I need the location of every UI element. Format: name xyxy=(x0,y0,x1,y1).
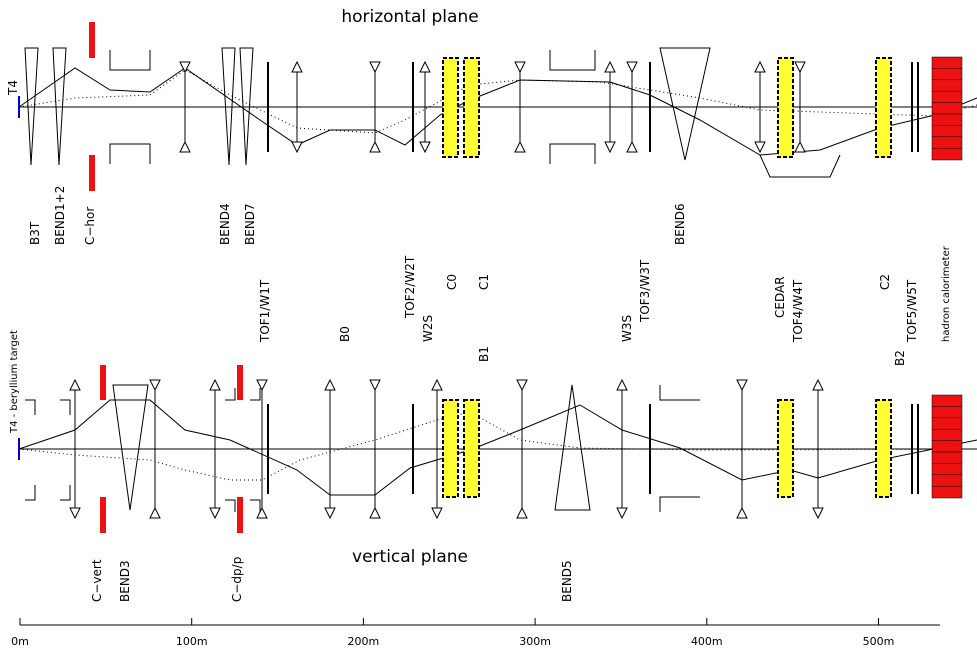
quad-head xyxy=(736,506,748,519)
quad-head xyxy=(369,379,381,392)
element-label: CEDAR xyxy=(773,276,787,318)
element-label: TOF3/W3T xyxy=(638,259,652,323)
quad-head xyxy=(794,61,806,74)
element-label: C2 xyxy=(878,274,892,290)
element-label: hadron calorimeter xyxy=(941,245,952,342)
element-label: W2S xyxy=(421,315,435,342)
labels: T4 B3T BEND1+2 C−hor BEND4 BEND7 BEND6 TOF1/W1T… xyxy=(6,80,952,602)
quad-head xyxy=(209,507,221,520)
quad-head xyxy=(69,507,81,520)
scale-label: 300m xyxy=(519,635,551,648)
element-label: C−vert xyxy=(90,559,104,602)
quad-head xyxy=(514,140,526,153)
quad-head xyxy=(369,506,381,519)
scale-label: 0m xyxy=(11,635,29,648)
quad-head xyxy=(812,378,824,391)
element-label: BEND4 xyxy=(218,203,232,245)
quad-head xyxy=(149,506,161,519)
element-label: B0 xyxy=(338,326,352,342)
quad-head xyxy=(369,61,381,74)
element-label: T4 - beryllium target xyxy=(9,330,20,434)
scale-label: 200m xyxy=(348,635,380,648)
element-label: C−dp/p xyxy=(230,557,244,602)
element-label: TOF1/W1T xyxy=(258,279,272,343)
quad-head xyxy=(369,140,381,153)
element-label: C1 xyxy=(477,274,491,290)
element-label: B1 xyxy=(477,346,491,362)
quad-head xyxy=(419,60,431,73)
trajectories xyxy=(18,67,977,496)
title-vertical: vertical plane xyxy=(352,547,468,567)
quad-head xyxy=(516,379,528,392)
quad-head xyxy=(149,379,161,392)
quad-head xyxy=(179,61,191,74)
element-label: C0 xyxy=(445,274,459,290)
scale-label: 400m xyxy=(691,635,723,648)
quad-head xyxy=(604,60,616,73)
bending-magnets xyxy=(24,47,841,512)
quad-head xyxy=(431,378,443,391)
element-label: C−hor xyxy=(83,207,97,245)
quad-head xyxy=(604,141,616,154)
element-label: TOF2/W2T xyxy=(403,255,417,319)
quad-head xyxy=(626,61,638,74)
element-label: TOF4/W4T xyxy=(791,279,805,343)
element-label: BEND7 xyxy=(243,203,257,245)
quadrupoles xyxy=(69,60,824,520)
quad-head xyxy=(256,506,268,519)
quad-head xyxy=(419,141,431,154)
title-horizontal: horizontal plane xyxy=(341,7,478,27)
quad-head xyxy=(291,141,303,154)
element-label: BEND3 xyxy=(118,560,132,602)
element-label: B2 xyxy=(893,350,907,366)
quad-head xyxy=(516,506,528,519)
quad-head xyxy=(179,140,191,153)
detectors xyxy=(89,22,963,533)
quad-head xyxy=(754,141,766,154)
beam-axis xyxy=(18,96,977,460)
quad-head xyxy=(324,507,336,520)
scale-axis: 0m 100m 200m 300m 400m 500m xyxy=(11,618,940,648)
quad-head xyxy=(616,378,628,391)
element-label: BEND6 xyxy=(673,203,687,245)
scale-label: 500m xyxy=(863,635,895,648)
element-label: B3T xyxy=(28,221,42,245)
quad-head xyxy=(626,140,638,153)
quad-head xyxy=(324,378,336,391)
element-label: BEND1+2 xyxy=(53,186,67,245)
quad-head xyxy=(69,378,81,391)
quad-head xyxy=(431,507,443,520)
quad-head xyxy=(616,507,628,520)
quad-head xyxy=(736,379,748,392)
element-label: W3S xyxy=(620,315,634,342)
scale-label: 100m xyxy=(176,635,208,648)
quad-head xyxy=(291,60,303,73)
element-label: T4 xyxy=(6,80,20,96)
quad-head xyxy=(812,507,824,520)
quad-head xyxy=(794,140,806,153)
quad-head xyxy=(514,61,526,74)
element-label: TOF5/W5T xyxy=(905,279,919,343)
quad-head xyxy=(209,378,221,391)
quad-head xyxy=(256,379,268,392)
quad-head xyxy=(754,60,766,73)
element-label: BEND5 xyxy=(560,560,574,602)
